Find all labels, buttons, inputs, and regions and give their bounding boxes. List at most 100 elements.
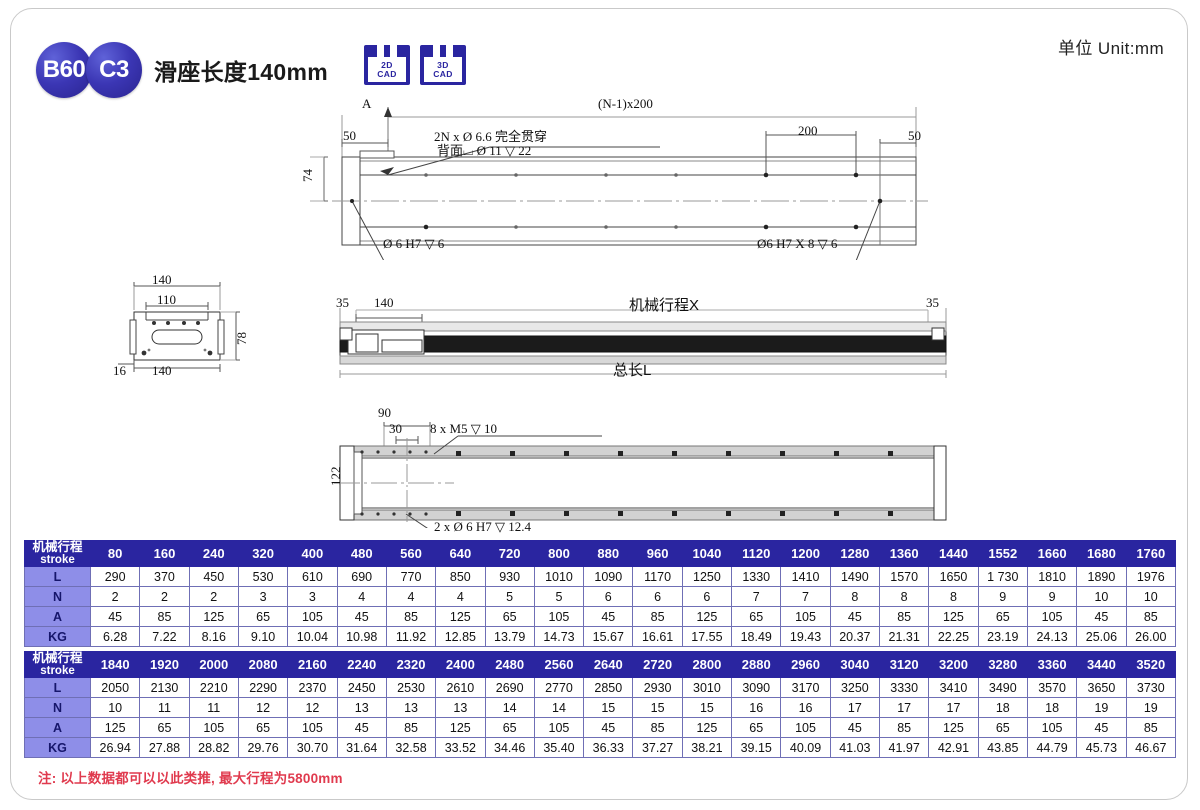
- cell-A: 85: [878, 717, 930, 739]
- stroke-label-en: stroke: [40, 554, 75, 567]
- cell-KG: 32.58: [385, 737, 437, 759]
- cell-L: 1490: [829, 566, 881, 588]
- stroke-header-cell: 2960: [780, 651, 831, 679]
- cell-KG: 46.67: [1125, 737, 1177, 759]
- cell-N: 5: [533, 586, 585, 608]
- unit-label: 单位 Unit:mm: [1058, 39, 1164, 58]
- cell-A: 105: [1026, 606, 1078, 628]
- stroke-header-cell: 3200: [928, 651, 979, 679]
- cell-A: 65: [237, 606, 289, 628]
- stroke-header-cell: 1120: [731, 539, 782, 568]
- section-dim-140-top: 140: [152, 272, 172, 287]
- cell-L: 3010: [681, 677, 733, 699]
- cell-L: 1170: [632, 566, 683, 588]
- cell-L: 3090: [731, 677, 782, 699]
- bottom-view-dim-30: 30: [389, 421, 402, 436]
- stroke-header-cell: 3360: [1026, 651, 1078, 679]
- table-row: 机械行程 stroke 80 160 240 320 400 480 560 6…: [24, 539, 1177, 568]
- stroke-header-cell: 400: [287, 539, 338, 568]
- cad-3d-line2: CAD: [433, 68, 453, 79]
- stroke-header-cell: 2000: [188, 651, 239, 679]
- cell-L: 1 730: [977, 566, 1028, 588]
- spec-tables: 机械行程 stroke 80 160 240 320 400 480 560 6…: [24, 539, 1177, 759]
- cell-N: 13: [385, 697, 437, 719]
- cad-3d-button[interactable]: 3D CAD: [420, 45, 466, 85]
- product-badges: B60 C3 滑座长度140mm: [36, 42, 328, 98]
- cell-N: 18: [977, 697, 1028, 719]
- stroke-header-cell: 1920: [139, 651, 190, 679]
- stroke-header-cell: 2800: [681, 651, 733, 679]
- cell-N: 4: [385, 586, 437, 608]
- stroke-header-cell: 640: [435, 539, 486, 568]
- cell-N: 9: [1026, 586, 1078, 608]
- cell-KG: 33.52: [435, 737, 486, 759]
- cell-A: 85: [385, 606, 437, 628]
- cell-KG: 42.91: [928, 737, 979, 759]
- stroke-header-cell: 1680: [1076, 539, 1127, 568]
- cell-N: 8: [878, 586, 930, 608]
- footnote: 注: 以上数据都可以以此类推, 最大行程为5800mm: [38, 771, 343, 786]
- cell-L: 610: [287, 566, 338, 588]
- stroke-header-cell: 560: [385, 539, 437, 568]
- cell-KG: 44.79: [1026, 737, 1078, 759]
- cell-N: 10: [1125, 586, 1177, 608]
- cell-A: 65: [237, 717, 289, 739]
- cell-L: 290: [89, 566, 141, 588]
- stroke-header-cell: 160: [139, 539, 190, 568]
- cell-L: 2210: [188, 677, 239, 699]
- cell-L: 1976: [1125, 566, 1177, 588]
- cell-KG: 14.73: [533, 626, 585, 648]
- cell-A: 125: [435, 717, 486, 739]
- cell-KG: 26.94: [89, 737, 141, 759]
- cell-N: 4: [336, 586, 387, 608]
- cell-L: 530: [237, 566, 289, 588]
- cell-KG: 31.64: [336, 737, 387, 759]
- row-label-A: A: [24, 606, 91, 628]
- table-row: KG 26.94 27.88 28.82 29.76 30.70 31.64 3…: [24, 737, 1177, 759]
- cad-2d-button[interactable]: 2D CAD: [364, 45, 410, 85]
- cell-N: 6: [632, 586, 683, 608]
- cell-A: 65: [977, 606, 1028, 628]
- cell-KG: 7.22: [139, 626, 190, 648]
- cad-2d-line1: 2D: [381, 59, 393, 70]
- top-view-hole-note-line2: 背面⌴ Ø 11 ▽ 22: [437, 143, 532, 158]
- cell-KG: 36.33: [583, 737, 634, 759]
- cell-N: 3: [287, 586, 338, 608]
- stroke-header-cell: 1660: [1026, 539, 1078, 568]
- top-view-dim-74: 74: [300, 169, 315, 182]
- stroke-header-cell: 2720: [632, 651, 683, 679]
- row-label-L: L: [24, 566, 91, 588]
- stroke-header-cell: 2880: [731, 651, 782, 679]
- cell-A: 105: [1026, 717, 1078, 739]
- cad-3d-line1: 3D: [437, 59, 449, 70]
- cad-download-buttons: 2D CAD 3D CAD: [364, 45, 466, 85]
- cell-N: 10: [89, 697, 141, 719]
- cell-KG: 22.25: [928, 626, 979, 648]
- cell-L: 3490: [977, 677, 1028, 699]
- cell-A: 125: [928, 606, 979, 628]
- cell-A: 105: [533, 606, 585, 628]
- bottom-view-pin-note: 2 x Ø 6 H7 ▽ 12.4: [434, 519, 532, 534]
- bottom-view-dim-90: 90: [378, 405, 391, 420]
- cell-A: 45: [583, 717, 634, 739]
- stroke-header-cell: 3120: [878, 651, 930, 679]
- cell-N: 14: [484, 697, 535, 719]
- top-view-hole-note-line1: 2N x Ø 6.6 完全贯穿: [434, 129, 548, 144]
- cell-A: 45: [829, 717, 881, 739]
- badge-grade: C3: [86, 42, 142, 98]
- top-view-pin-note-right: Ø6 H7 X 8 ▽ 6: [757, 236, 838, 251]
- cell-N: 16: [731, 697, 782, 719]
- cell-N: 19: [1076, 697, 1127, 719]
- cell-N: 5: [484, 586, 535, 608]
- cell-N: 12: [287, 697, 338, 719]
- cell-KG: 19.43: [780, 626, 831, 648]
- cell-KG: 13.79: [484, 626, 535, 648]
- cad-2d-label: 2D CAD: [368, 57, 406, 82]
- cell-A: 105: [780, 606, 831, 628]
- stroke-header-cell: 960: [632, 539, 683, 568]
- cell-L: 1330: [731, 566, 782, 588]
- stroke-header-cell: 1552: [977, 539, 1028, 568]
- cell-KG: 17.55: [681, 626, 733, 648]
- cell-KG: 9.10: [237, 626, 289, 648]
- cell-KG: 11.92: [385, 626, 437, 648]
